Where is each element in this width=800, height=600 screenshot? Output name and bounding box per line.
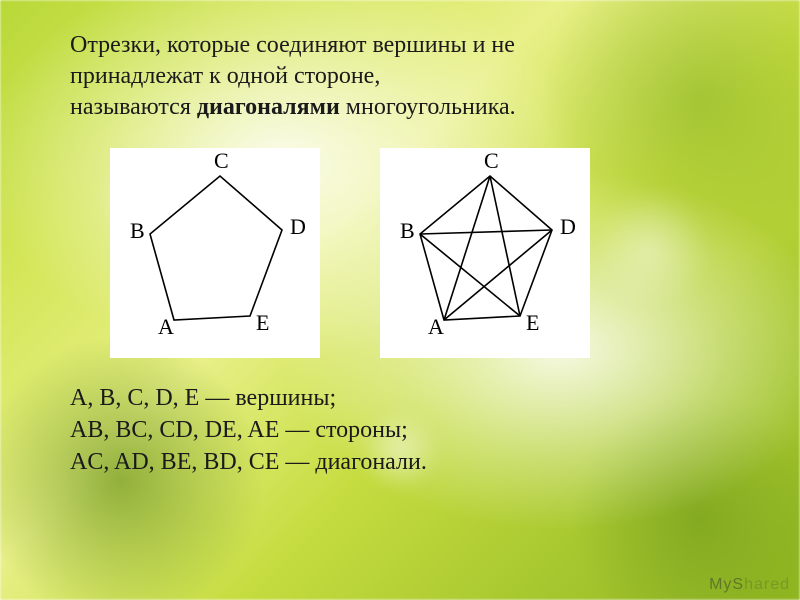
def-line2: принадлежат к одной стороне,	[70, 63, 380, 89]
watermark-my: MyS	[709, 576, 744, 593]
svg-text:D: D	[290, 214, 306, 239]
def-line3-post: многоугольника.	[340, 94, 516, 120]
pentagon-plain: A B C D E	[110, 148, 320, 358]
definition-text: Отрезки, которые соединяют вершины и не …	[70, 30, 730, 124]
vertices-list: A, B, C, D, E	[70, 385, 199, 411]
pentagon-plain-svg: A B C D E	[110, 148, 320, 358]
svg-text:E: E	[256, 310, 269, 335]
slide-content: Отрезки, которые соединяют вершины и не …	[0, 0, 800, 600]
pentagon-diagonals-svg: A B C D E	[380, 148, 590, 358]
watermark-shared: hared	[744, 576, 790, 593]
def-line3-pre: называются	[70, 94, 197, 120]
def-line1: Отрезки, которые соединяют вершины и не	[70, 32, 515, 58]
sides-post: — стороны;	[279, 417, 407, 443]
diagonals-row: AC, AD, BE, BD, CE — диагонали.	[70, 446, 730, 478]
diagonals-post: — диагонали.	[279, 449, 426, 475]
diagonals-list: AC, AD, BE, BD, CE	[70, 449, 279, 475]
svg-text:B: B	[130, 218, 145, 243]
svg-text:D: D	[560, 214, 576, 239]
vertices-post: — вершины;	[199, 385, 336, 411]
vertices-row: A, B, C, D, E — вершины;	[70, 382, 730, 414]
pentagon-with-diagonals: A B C D E	[380, 148, 590, 358]
watermark: MyShared	[709, 576, 790, 594]
labels-block: A, B, C, D, E — вершины; AB, BC, CD, DE,…	[70, 382, 730, 479]
sides-row: AB, BC, CD, DE, AE — стороны;	[70, 414, 730, 446]
sides-list: AB, BC, CD, DE, AE	[70, 417, 279, 443]
svg-text:A: A	[428, 314, 444, 339]
svg-text:B: B	[400, 218, 415, 243]
svg-text:C: C	[484, 148, 499, 173]
svg-text:A: A	[158, 314, 174, 339]
svg-text:E: E	[526, 310, 539, 335]
def-bold: диагоналями	[197, 94, 340, 120]
figures-row: A B C D E A B C D E	[110, 148, 730, 358]
svg-text:C: C	[214, 148, 229, 173]
